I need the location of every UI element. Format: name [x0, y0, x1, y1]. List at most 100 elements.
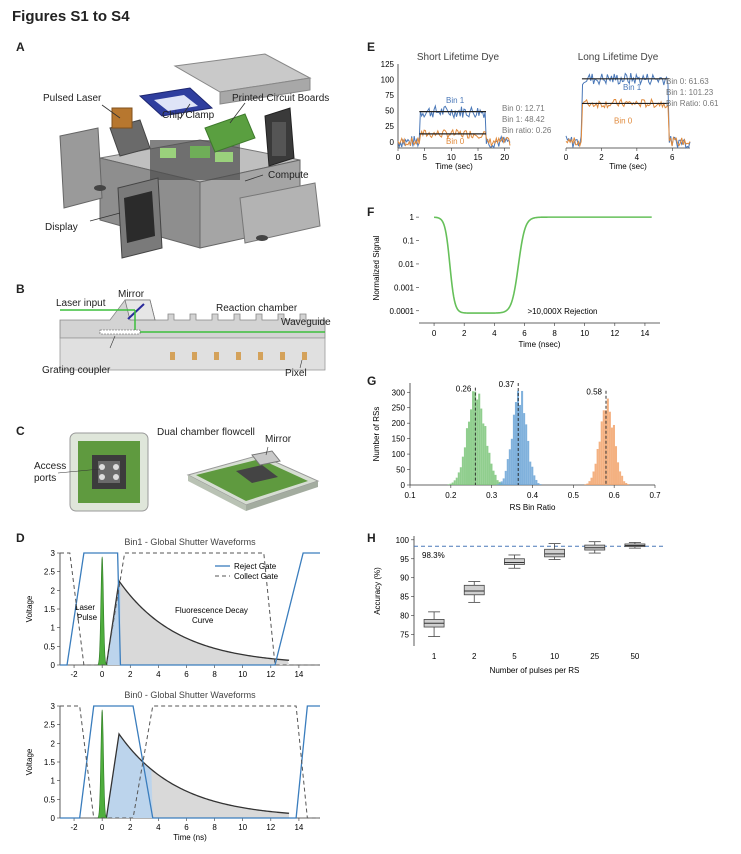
x-tick-label: 8 — [552, 329, 557, 338]
y-tick-label: 0.1 — [403, 237, 415, 246]
x-tick-label: 0.1 — [404, 491, 416, 500]
x-tick-label: 12 — [266, 823, 275, 832]
histogram-bar — [521, 390, 524, 485]
histogram-bar — [472, 391, 475, 485]
x-tick-label: 15 — [474, 153, 483, 162]
x-tick-label: 10 — [238, 823, 247, 832]
histogram-bar — [482, 423, 485, 485]
stat-label: Bin 1: 101.23 — [666, 88, 714, 97]
histogram-bar — [539, 484, 542, 485]
y-tick-label: 0 — [51, 814, 56, 823]
decay-curve — [105, 579, 290, 666]
y-axis-label: Voltage — [25, 595, 34, 622]
y-tick-label: 200 — [392, 419, 406, 428]
x-tick-label: 2 — [128, 670, 133, 679]
histogram-bar — [606, 398, 609, 485]
histogram-bar — [596, 448, 599, 485]
x-tick-label: 4 — [492, 329, 497, 338]
y-tick-label: 100 — [392, 450, 406, 459]
x-tick-label: 6 — [522, 329, 527, 338]
signal-curve — [434, 216, 652, 314]
page-title: Figures S1 to S4 — [12, 8, 130, 25]
histogram-bar — [488, 452, 491, 485]
decay-area — [116, 581, 290, 665]
chart-bin0-waveforms: Bin0 - Global Shutter Waveforms-2 0 2 4 6 8 10… — [25, 690, 320, 842]
x-tick-label: 0.6 — [609, 491, 621, 500]
x-tick-label: 10 — [447, 153, 456, 162]
label-chip-clamp: Chip Clamp — [162, 110, 215, 121]
panel-letter-h: H — [367, 531, 376, 545]
histogram-bar — [610, 427, 613, 485]
y-tick-label: 50 — [396, 466, 405, 475]
histogram-bar — [451, 482, 454, 485]
histogram-bar — [510, 438, 513, 485]
label-dual-chamber-flowcell: Dual chamber flowcell — [157, 427, 255, 438]
y-tick-label: 2 — [51, 739, 56, 748]
histogram-bar — [461, 456, 464, 485]
x-tick-label: 0.4 — [527, 491, 539, 500]
y-tick-label: 300 — [392, 388, 406, 397]
chart-bin1-waveforms: Bin1 - Global Shutter Waveforms-2 0 2 4 6 8 10… — [25, 537, 320, 679]
annotation-laser-pulse-1: Laser — [75, 603, 95, 612]
label-pulsed-laser: Pulsed Laser — [43, 93, 102, 104]
y-tick-label: 90 — [400, 574, 409, 583]
histogram-bar — [504, 470, 507, 485]
histogram-bar — [484, 426, 487, 485]
histogram-bar — [619, 471, 622, 485]
histogram-bar — [525, 424, 528, 485]
x-axis-label: Time (sec) — [609, 162, 647, 171]
x-axis-label: RS Bin Ratio — [510, 503, 556, 512]
x-tick-label: 0.3 — [486, 491, 498, 500]
y-tick-label: 25 — [385, 122, 394, 131]
histogram-bar — [494, 474, 497, 485]
histogram-bar — [519, 404, 522, 485]
y-tick-label: 3 — [51, 702, 56, 711]
collect-gate-line — [60, 705, 320, 819]
reject-gate-line — [60, 705, 320, 819]
histogram-bar — [586, 483, 589, 485]
stat-label: Bin 1: 48.42 — [502, 115, 545, 124]
stat-label: Bin 0: 61.63 — [666, 77, 709, 86]
x-tick-label: 6 — [184, 670, 189, 679]
histogram-bar — [602, 410, 605, 485]
x-tick-label: 2 — [462, 329, 467, 338]
x-tick-label: 2 — [128, 823, 133, 832]
x-tick-label: -2 — [70, 670, 78, 679]
histogram-bar — [527, 440, 530, 485]
bin1-trace — [565, 72, 691, 149]
collect-gate-line — [60, 552, 320, 666]
panel-letter-f: F — [367, 205, 375, 219]
x-tick-label: 4 — [156, 823, 161, 832]
x-tick-label: 20 — [500, 153, 509, 162]
stat-label: Bin 0: 12.71 — [502, 104, 545, 113]
x-axis-label: Time (ns) — [173, 833, 207, 842]
panel-letter-b: B — [16, 282, 25, 296]
label-mirror-c: Mirror — [265, 434, 292, 445]
histogram-bar — [533, 475, 536, 485]
x-tick-label: 6 — [670, 153, 675, 162]
y-axis-label: Normalized Signal — [372, 235, 381, 300]
x-tick-label: 14 — [294, 670, 303, 679]
chip-cross-section — [59, 299, 326, 371]
y-axis-label: Accuracy (%) — [373, 567, 382, 615]
x-tick-label: 0.7 — [649, 491, 661, 500]
series-label-bin0: Bin 0 — [614, 116, 633, 125]
label-grating-coupler: Grating coupler — [42, 365, 111, 376]
y-tick-label: 75 — [385, 91, 394, 100]
y-tick-label: 1.5 — [44, 758, 56, 767]
histogram-bar — [531, 466, 534, 485]
histogram-bar — [625, 482, 628, 485]
histogram-bar — [588, 481, 591, 485]
y-tick-label: 1 — [51, 624, 56, 633]
x-tick-label: -2 — [70, 823, 78, 832]
y-tick-label: 2.5 — [44, 568, 56, 577]
histogram-bar — [467, 421, 471, 485]
chart-title: Short Lifetime Dye — [417, 52, 500, 63]
stat-label: Bin Ratio: 0.61 — [666, 99, 719, 108]
x-tick-label: 12 — [266, 670, 275, 679]
x-tick-label: 10 — [238, 670, 247, 679]
histogram-bar — [502, 478, 505, 485]
y-tick-label: 1.5 — [44, 605, 56, 614]
chart-title: Long Lifetime Dye — [578, 52, 659, 63]
